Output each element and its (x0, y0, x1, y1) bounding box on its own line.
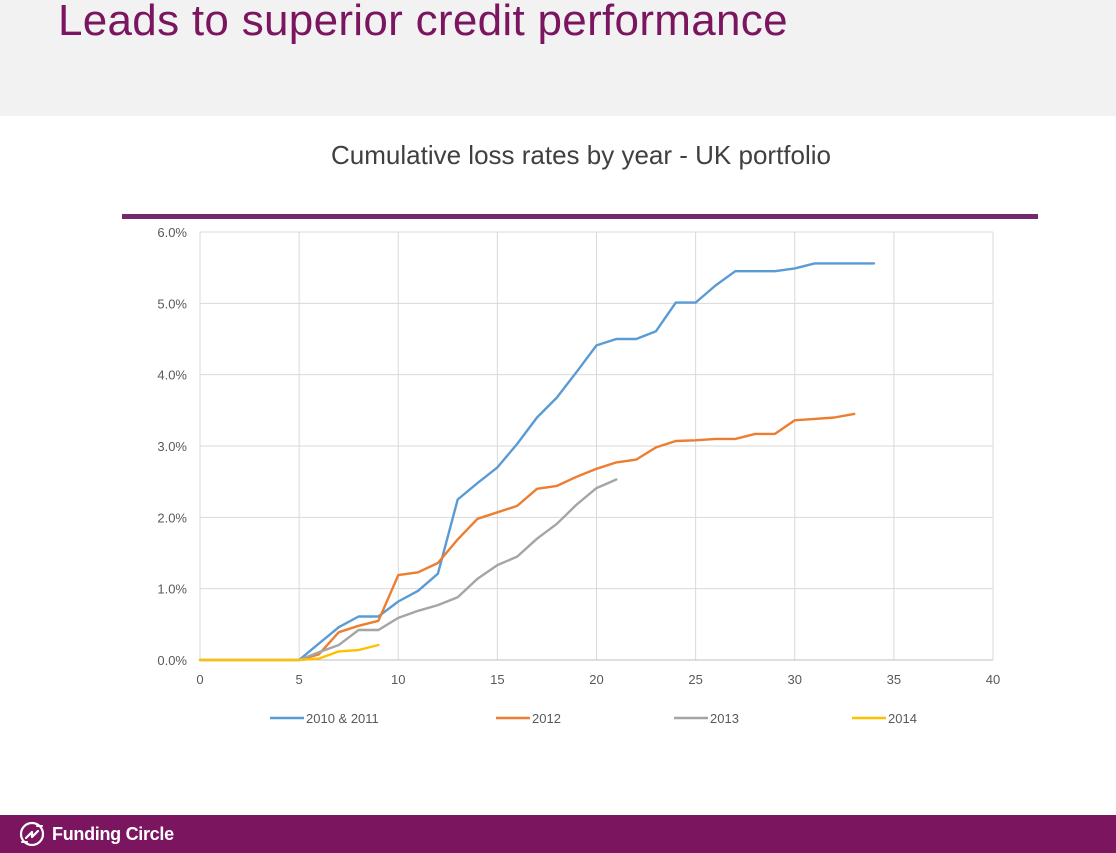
x-tick-label: 10 (391, 672, 405, 687)
series-line (297, 478, 618, 662)
footer-logo: Funding Circle (18, 821, 174, 847)
series-line (198, 262, 876, 662)
y-tick-label: 2.0% (157, 510, 187, 525)
x-tick-label: 35 (887, 672, 901, 687)
x-tick-label: 20 (589, 672, 603, 687)
y-tick-label: 0.0% (157, 653, 187, 668)
x-tick-label: 40 (986, 672, 1000, 687)
series-line (297, 412, 856, 662)
series-line (198, 643, 380, 662)
brand-name: Funding Circle (52, 823, 174, 844)
x-tick-label: 15 (490, 672, 504, 687)
chart-title: Cumulative loss rates by year - UK portf… (331, 140, 831, 170)
legend-label: 2010 & 2011 (306, 711, 379, 726)
y-tick-label: 3.0% (157, 439, 187, 454)
slide-title: Leads to superior credit performance (58, 0, 788, 45)
x-tick-label: 25 (688, 672, 702, 687)
x-tick-label: 0 (196, 672, 203, 687)
legend-label: 2012 (532, 711, 561, 726)
title-divider (122, 214, 1038, 219)
y-tick-label: 5.0% (157, 296, 187, 311)
legend-label: 2013 (710, 711, 739, 726)
x-tick-label: 30 (788, 672, 802, 687)
funding-circle-logo-icon (19, 821, 45, 847)
y-tick-label: 4.0% (157, 368, 187, 383)
y-tick-label: 1.0% (157, 582, 187, 597)
x-tick-label: 5 (296, 672, 303, 687)
legend-label: 2014 (888, 711, 917, 726)
footer-band: Funding Circle (0, 815, 1116, 853)
header-band (0, 0, 1116, 116)
y-tick-label: 6.0% (157, 225, 187, 240)
